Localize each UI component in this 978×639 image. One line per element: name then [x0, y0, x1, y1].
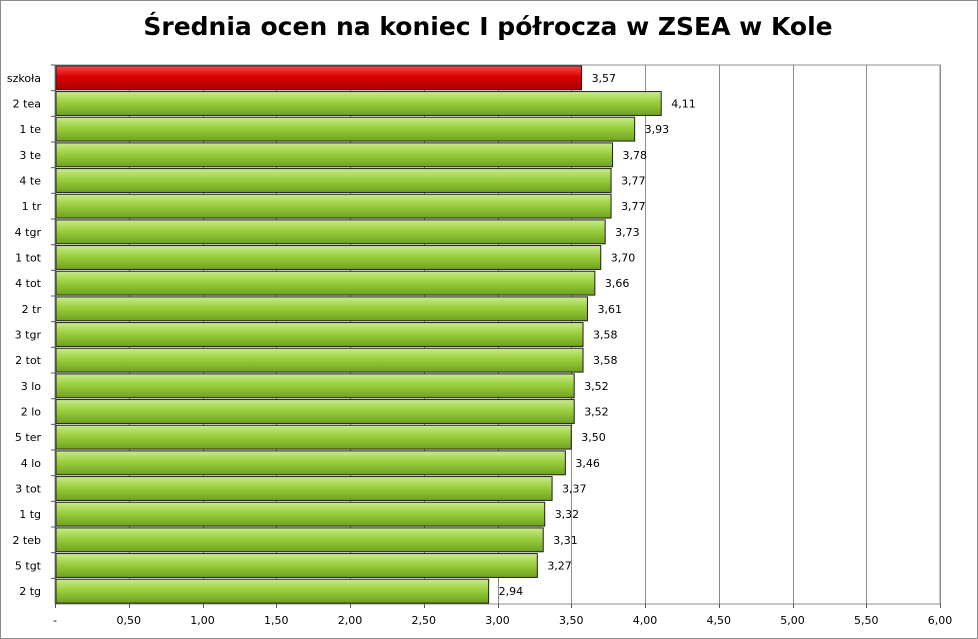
x-tick-label: -	[53, 614, 57, 627]
bar	[55, 296, 588, 322]
bar	[55, 424, 572, 450]
x-tick-label: 3,00	[485, 614, 510, 627]
data-label: 3,52	[584, 380, 609, 393]
data-label: 3,77	[621, 175, 646, 188]
x-tick-label: 6,00	[928, 614, 953, 627]
x-tick-label: 3,50	[559, 614, 584, 627]
category-label: 4 lo	[21, 457, 42, 470]
x-tick-label: 4,50	[707, 614, 732, 627]
bar	[55, 347, 584, 373]
bar	[55, 142, 614, 168]
x-tick-label: 5,50	[854, 614, 879, 627]
data-label: 3,73	[615, 226, 640, 239]
category-label: 4 tot	[15, 277, 42, 290]
data-label: 3,57	[592, 72, 617, 85]
category-label: 2 tot	[15, 354, 42, 367]
data-label: 3,61	[597, 303, 622, 316]
bar	[55, 193, 612, 219]
bar	[55, 553, 538, 578]
bar	[55, 270, 596, 296]
x-tick-label: 2,50	[412, 614, 437, 627]
x-tick-label: 4,00	[633, 614, 658, 627]
bar	[55, 245, 602, 270]
category-label: 3 tgr	[15, 329, 42, 342]
bar	[55, 476, 553, 501]
category-label: 2 tg	[19, 585, 41, 598]
category-label: 2 lo	[21, 406, 42, 419]
x-tick-label: 1,50	[264, 614, 289, 627]
category-label: 3 lo	[21, 380, 42, 393]
bar	[55, 399, 575, 424]
data-label: 3,58	[593, 329, 618, 342]
bar	[55, 450, 566, 476]
bar	[55, 91, 662, 116]
data-label: 3,37	[562, 483, 587, 496]
bar	[55, 373, 575, 399]
bar	[55, 322, 584, 347]
data-label: 3,32	[555, 508, 580, 521]
category-label: 3 te	[19, 149, 41, 162]
data-label: 3,50	[581, 431, 606, 444]
data-label: 3,70	[611, 252, 636, 265]
bar	[55, 168, 612, 193]
x-tick-label: 0,50	[117, 614, 142, 627]
category-label: 1 tg	[19, 508, 41, 521]
bar	[55, 501, 546, 527]
category-label: szkoła	[7, 72, 41, 85]
bar	[55, 527, 544, 553]
bar	[55, 578, 490, 604]
category-label: 2 tea	[13, 98, 41, 111]
category-label: 1 te	[19, 123, 41, 136]
data-label: 3,27	[547, 560, 572, 573]
bar	[55, 219, 606, 245]
data-label: 3,52	[584, 406, 609, 419]
category-label: 2 teb	[12, 534, 41, 547]
category-label: 3 tot	[15, 483, 42, 496]
data-label: 4,11	[671, 98, 696, 111]
category-label: 1 tot	[15, 252, 42, 265]
category-label: 5 ter	[15, 431, 42, 444]
data-label: 2,94	[499, 585, 524, 598]
data-label: 3,78	[623, 149, 648, 162]
x-tick-label: 5,00	[780, 614, 805, 627]
data-label: 3,77	[621, 200, 646, 213]
bar	[55, 65, 583, 91]
data-label: 3,58	[593, 354, 618, 367]
category-label: 5 tgt	[15, 560, 42, 573]
x-tick-label: 2,00	[338, 614, 363, 627]
x-tick-label: 1,00	[190, 614, 215, 627]
category-label: 2 tr	[22, 303, 42, 316]
data-label: 3,31	[553, 534, 578, 547]
category-label: 1 tr	[22, 200, 42, 213]
data-label: 3,93	[645, 123, 670, 136]
chart-title: Średnia ocen na koniec I półrocza w ZSEA…	[143, 12, 833, 41]
data-label: 3,46	[575, 457, 600, 470]
category-label: 4 tgr	[15, 226, 42, 239]
category-label: 4 te	[19, 175, 41, 188]
data-label: 3,66	[605, 277, 630, 290]
bar	[55, 116, 636, 142]
